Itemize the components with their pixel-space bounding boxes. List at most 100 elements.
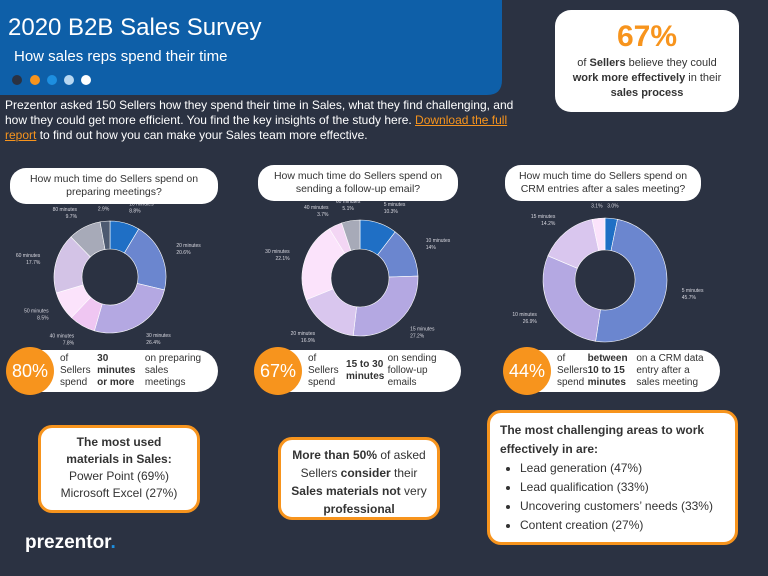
text-part: in their <box>685 72 722 84</box>
slice-value-label: 14% <box>426 245 437 251</box>
intro-after: to find out how you can make your Sales … <box>36 128 368 142</box>
dot <box>64 75 74 85</box>
highlight-value: 67% <box>616 20 678 53</box>
highlight-text: of Sellers believe they could work more … <box>555 54 739 101</box>
challenge-item: Content creation (27%) <box>520 516 725 535</box>
question: How much time do Sellers spend on CRM en… <box>505 165 701 201</box>
donut-slice <box>94 283 165 334</box>
slice-value-label: 45.7% <box>682 295 697 301</box>
slice-value-label: 14.2% <box>541 221 556 227</box>
slice-category: 60 minutes <box>336 199 361 205</box>
stat-pill: 44% of Sellers spend between 10 to 15 min… <box>503 347 720 395</box>
text-part: of Sellers spend <box>60 353 91 388</box>
stat-value: 80% <box>6 347 54 395</box>
slice-category: 20 minutes <box>176 243 201 249</box>
text-part: between 10 to 15 minutes <box>587 353 628 388</box>
logo-name: prezentor <box>25 532 111 553</box>
donut-slice <box>595 218 668 343</box>
slice-value-label: 10.3% <box>384 209 399 215</box>
slice-value-label: 22.1% <box>275 256 290 262</box>
text-part: on sending follow-up emails <box>387 353 437 388</box>
slice-category: 60 minutes <box>16 253 41 259</box>
slice-category: 40 minutes <box>50 333 75 339</box>
stat-text: of Sellers spend between 10 to 15 minute… <box>557 350 712 392</box>
slice-category: 30 minutes <box>146 333 171 339</box>
question: How much time do Sellers spend on sendin… <box>258 165 458 201</box>
slice-value-label: 26.4% <box>146 340 161 346</box>
text-part: of Sellers spend <box>557 353 588 388</box>
text-part: Sellers <box>589 57 626 69</box>
slice-category: 20 minutes <box>291 331 316 337</box>
donut-slice <box>99 220 111 250</box>
challenge-item: Lead generation (47%) <box>520 459 725 478</box>
slice-value-label: 27.2% <box>410 333 425 339</box>
stat-text: of Sellers spend 15 to 30 minutes on sen… <box>308 350 453 392</box>
challenges-title: The most challenging areas to work effec… <box>500 423 705 456</box>
text-part: 30 minutes or more <box>97 353 136 388</box>
slice-value-label: 9.7% <box>66 214 78 220</box>
text-part: work more effectively <box>572 72 686 84</box>
slice-category: 80 minutes <box>53 207 78 213</box>
stat-text: of Sellers spend 30 minutes or more on p… <box>60 350 210 392</box>
stat-pill: 67% of Sellers spend 15 to 30 minutes on … <box>254 347 461 395</box>
text-part: very <box>400 484 427 498</box>
logo: prezentor. <box>25 532 116 554</box>
slice-category: 15 minutes <box>531 214 556 220</box>
header-panel <box>0 0 502 95</box>
dot <box>81 75 91 85</box>
text-part: 15 to 30 minutes <box>346 359 385 382</box>
intro-text: Prezentor asked 150 Sellers how they spe… <box>5 98 514 127</box>
donut-slice <box>591 217 606 252</box>
slice-category: 10 minutes <box>129 202 154 208</box>
dot <box>12 75 22 85</box>
slice-value-label: 5.1% <box>342 206 354 212</box>
stat-value: 44% <box>503 347 551 395</box>
slice-value-label: 8.8% <box>129 209 141 215</box>
slice-value-label: 3.7% <box>317 212 329 218</box>
text-part: on a CRM data entry after a sales meetin… <box>636 353 704 388</box>
text-part: sales process <box>610 87 684 99</box>
text-part: consider <box>340 466 391 480</box>
slice-value-label: 26.9% <box>523 319 538 325</box>
text-part: of asked Sellers <box>300 448 426 480</box>
challenge-item: Uncovering customers’ needs (33%) <box>520 497 725 516</box>
slice-value-label: 20.6% <box>176 250 191 256</box>
slice-category: 40 minutes <box>304 205 329 211</box>
donut-slice <box>542 255 601 342</box>
stat-value: 67% <box>254 347 302 395</box>
slice-category: 50 minutes <box>24 309 49 315</box>
challenges-box: The most challenging areas to work effec… <box>487 410 738 545</box>
slice-category: 5 minutes <box>682 288 704 294</box>
slice-value-label: 3.1% <box>591 203 603 209</box>
materials-item: Microsoft Excel (27%) <box>60 486 178 500</box>
materials-item: Power Point (69%) <box>68 469 170 483</box>
text-part: their <box>390 466 418 480</box>
challenges-list: Lead generation (47%) Lead qualification… <box>500 459 725 535</box>
text-part: Sales materials not <box>291 484 401 498</box>
slice-category: 5 minutes <box>384 202 406 208</box>
slice-category: 15 minutes <box>410 326 435 332</box>
materials-title: The most used materials in Sales: <box>66 435 172 466</box>
text-part: of <box>577 57 590 69</box>
slice-value-label: 16.9% <box>301 338 316 344</box>
slice-value-label: 3.0% <box>607 203 619 209</box>
text-part: More than 50% <box>292 448 377 462</box>
subtitle: How sales reps spend their time <box>14 48 228 65</box>
slice-category: 10 minutes <box>512 312 537 318</box>
intro: Prezentor asked 150 Sellers how they spe… <box>5 98 515 143</box>
title: 2020 B2B Sales Survey <box>8 14 262 41</box>
highlight-box: 67% of Sellers believe they could work m… <box>555 10 739 112</box>
slice-value-label: 17.7% <box>26 260 41 266</box>
text-part: on preparing sales meetings <box>144 353 202 388</box>
quality-box: More than 50% of asked Sellers consider … <box>278 437 440 520</box>
slice-category: 30 minutes <box>265 249 290 255</box>
slice-value-label: 8.5% <box>37 316 49 322</box>
report-link[interactable]: Download the full report <box>5 113 508 142</box>
slice-value-label: 7.8% <box>63 340 75 346</box>
text-part: of Sellers spend <box>308 353 339 388</box>
dot <box>30 75 40 85</box>
materials-box: The most used materials in Sales: Power … <box>38 425 200 513</box>
text-part: believe they could <box>625 57 717 69</box>
